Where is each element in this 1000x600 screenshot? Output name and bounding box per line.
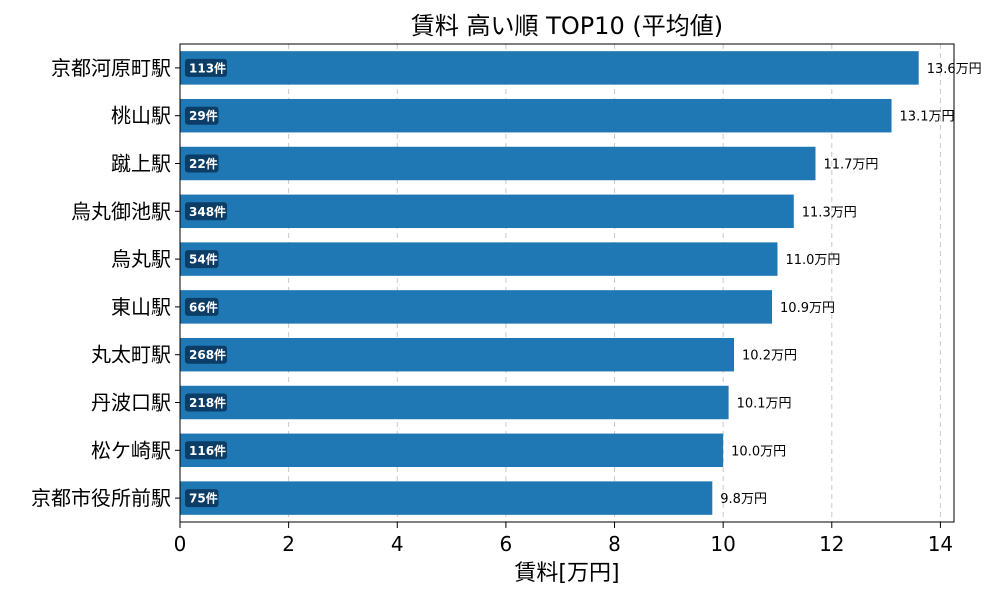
count-badge <box>185 345 227 364</box>
count-label: 268件 <box>189 347 226 362</box>
y-tick-label: 烏丸御池駅 <box>71 199 171 223</box>
count-label: 113件 <box>189 60 226 75</box>
chart-title: 賃料 高い順 TOP10 (平均値) <box>411 12 723 40</box>
y-tick-label: 桃山駅 <box>111 104 171 128</box>
count-badge <box>185 154 219 173</box>
count-label: 116件 <box>189 443 226 458</box>
x-tick-label: 0 <box>174 532 187 556</box>
value-label: 10.1万円 <box>737 397 792 412</box>
y-tick-label: 松ケ崎駅 <box>91 438 171 462</box>
bar <box>180 385 729 420</box>
x-tick-label: 4 <box>391 532 404 556</box>
y-tick-labels: 京都河原町駅桃山駅蹴上駅烏丸御池駅烏丸駅東山駅丸太町駅丹波口駅松ケ崎駅京都市役所… <box>31 56 180 510</box>
bar <box>180 242 778 276</box>
bar <box>180 337 735 372</box>
bar <box>180 51 919 85</box>
x-tick-label: 10 <box>710 532 735 556</box>
count-badge <box>185 489 219 508</box>
y-tick-label: 丹波口駅 <box>91 391 171 415</box>
count-label: 29件 <box>189 108 218 123</box>
count-badge <box>185 297 219 316</box>
x-tick-label: 2 <box>282 532 295 556</box>
y-tick-label: 東山駅 <box>111 295 171 319</box>
count-badge <box>185 58 227 77</box>
value-label: 13.1万円 <box>900 110 955 125</box>
y-tick-label: 京都市役所前駅 <box>31 486 171 510</box>
x-tick-label: 8 <box>608 532 621 556</box>
x-tick-label: 6 <box>500 532 513 556</box>
count-badge <box>185 441 227 460</box>
bar <box>180 433 724 468</box>
y-tick-label: 烏丸駅 <box>111 247 171 271</box>
count-label: 348件 <box>189 204 226 219</box>
value-label: 10.0万円 <box>731 444 786 459</box>
bar <box>180 481 713 515</box>
count-badge <box>185 202 227 221</box>
y-tick-label: 丸太町駅 <box>91 343 171 367</box>
plot-frame <box>179 43 955 523</box>
value-label: 11.3万円 <box>802 205 857 220</box>
value-label: 9.8万円 <box>720 492 767 507</box>
x-axis-label: 賃料[万円] <box>514 561 619 586</box>
count-badge <box>185 250 219 269</box>
count-badge <box>185 106 219 125</box>
x-tick-label: 14 <box>928 532 953 556</box>
x-tick-label: 12 <box>819 532 844 556</box>
count-label: 54件 <box>189 252 218 267</box>
bar <box>180 194 794 229</box>
value-label: 10.2万円 <box>742 349 797 364</box>
bar <box>180 146 816 181</box>
value-label: 11.0万円 <box>785 253 840 268</box>
count-label: 22件 <box>189 156 218 171</box>
bar <box>180 290 773 324</box>
y-tick-label: 京都河原町駅 <box>51 56 171 80</box>
count-label: 75件 <box>189 491 218 506</box>
count-label: 218件 <box>189 395 226 410</box>
x-tick-labels: 0 2 4 6 8 10 12 14 <box>174 522 953 556</box>
bar <box>180 98 892 133</box>
value-label: 10.9万円 <box>780 301 835 316</box>
y-tick-label: 蹴上駅 <box>111 152 171 176</box>
count-badge <box>185 393 227 412</box>
count-label: 66件 <box>189 299 218 314</box>
value-label: 11.7万円 <box>823 158 878 173</box>
